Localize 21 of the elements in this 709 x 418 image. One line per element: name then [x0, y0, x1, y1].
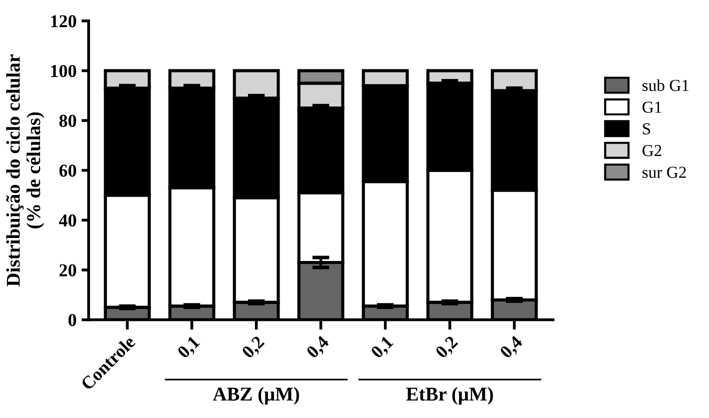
y-tick-label: 120 — [51, 15, 76, 28]
x-tick-label: 0,4 — [499, 334, 525, 361]
legend-label: G2 — [642, 145, 662, 156]
y-axis-title: Distribuição do ciclo celular (% de células) — [6, 54, 44, 286]
legend-label: S — [642, 123, 650, 135]
y-tick-label: 100 — [51, 64, 76, 78]
legend-label: sur G2 — [642, 166, 686, 178]
x-tick-label: 0,2 — [241, 335, 267, 361]
y-tick-label: 60 — [59, 164, 76, 177]
y-tick-label: 0 — [68, 314, 76, 326]
legend-label: G1 — [642, 102, 662, 113]
text: EtBr (μM) — [406, 387, 493, 405]
y-tick-label: 40 — [59, 214, 76, 227]
x-tick-label: 0,4 — [306, 334, 332, 361]
x-tick-label: 0,2 — [434, 335, 460, 361]
legend-label: sub G1 — [642, 79, 689, 92]
x-tick-label: 0,1 — [370, 335, 396, 361]
x-tick-label: 0,1 — [176, 335, 202, 361]
text: ABZ (μM) — [212, 387, 300, 405]
y-tick-label: 20 — [60, 264, 76, 276]
y-tick-label: 80 — [59, 114, 76, 127]
